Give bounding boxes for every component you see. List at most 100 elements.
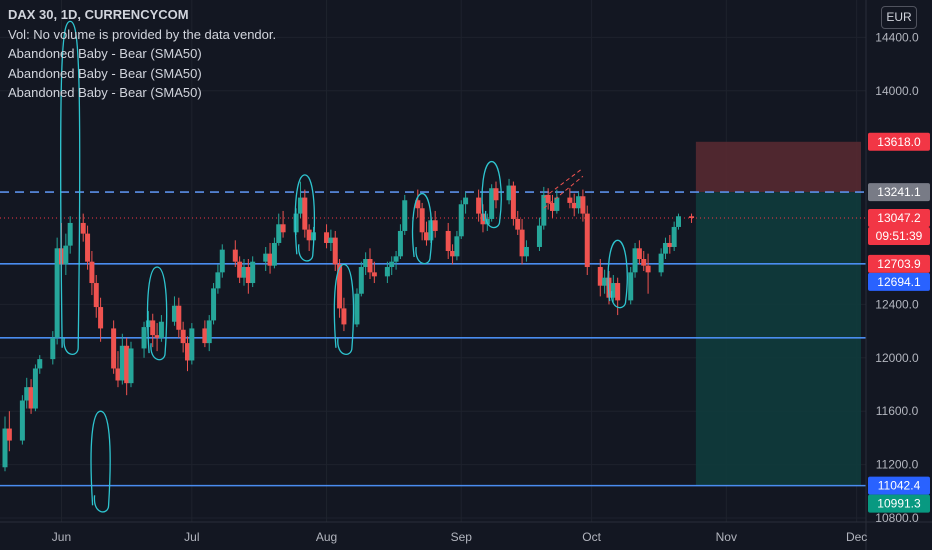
y-tick-label: 11200.0 bbox=[876, 458, 919, 472]
candle bbox=[476, 197, 482, 214]
candle bbox=[180, 329, 186, 344]
symbol-title[interactable]: DAX 30, 1D, CURRENCYCOM bbox=[8, 7, 189, 22]
candle bbox=[219, 249, 225, 273]
currency-button[interactable]: EUR bbox=[881, 6, 917, 29]
candle bbox=[597, 267, 603, 286]
y-tick-label: 10800.0 bbox=[875, 511, 919, 525]
price-label-box bbox=[868, 208, 930, 227]
candle bbox=[523, 246, 529, 257]
candle bbox=[211, 288, 217, 321]
candle bbox=[189, 328, 195, 361]
x-tick-label: Dec bbox=[846, 530, 867, 544]
candle bbox=[354, 293, 360, 325]
candle bbox=[32, 368, 38, 409]
candle bbox=[67, 222, 73, 246]
candle bbox=[280, 224, 286, 233]
candle bbox=[567, 197, 573, 203]
candle bbox=[80, 222, 86, 234]
x-tick-label: Jul bbox=[184, 530, 199, 544]
candle bbox=[85, 233, 91, 262]
drawing-loop bbox=[59, 20, 81, 355]
candle bbox=[384, 267, 390, 277]
candle bbox=[2, 428, 8, 468]
time-axis bbox=[0, 522, 932, 550]
trend-channel-line bbox=[543, 175, 584, 209]
price-label-box bbox=[868, 476, 930, 495]
candle bbox=[445, 230, 451, 251]
trend-channel-line bbox=[543, 167, 584, 198]
candle bbox=[510, 185, 516, 219]
candle bbox=[145, 320, 151, 328]
candle bbox=[324, 232, 330, 243]
x-tick-label: Oct bbox=[582, 530, 601, 544]
indicator-label[interactable]: Abandoned Baby - Bear (SMA50) bbox=[8, 65, 202, 81]
candle bbox=[397, 230, 403, 257]
x-tick-label: Sep bbox=[451, 530, 473, 544]
candle bbox=[571, 202, 577, 209]
candle bbox=[128, 348, 134, 384]
x-tick-label: Jun bbox=[52, 530, 71, 544]
take-profit-zone bbox=[695, 192, 861, 486]
price-label: 13241.1 bbox=[877, 185, 921, 199]
candle bbox=[154, 335, 160, 338]
price-label: 12694.1 bbox=[877, 275, 921, 289]
drawing-loop bbox=[411, 192, 433, 265]
x-tick-label: Aug bbox=[316, 530, 337, 544]
stop-loss-zone bbox=[695, 141, 861, 193]
y-tick-label: 11600.0 bbox=[876, 404, 919, 418]
candle bbox=[632, 248, 638, 273]
candle bbox=[6, 428, 12, 441]
candle bbox=[245, 267, 251, 284]
candle bbox=[363, 258, 369, 268]
candle bbox=[554, 197, 560, 211]
candle bbox=[576, 196, 582, 209]
y-tick-label: 12400.0 bbox=[875, 297, 919, 311]
candle bbox=[415, 200, 421, 209]
candle bbox=[645, 265, 651, 273]
countdown-box bbox=[868, 226, 930, 245]
price-label: 13618.0 bbox=[877, 135, 921, 149]
candle bbox=[419, 208, 425, 233]
candle bbox=[124, 345, 130, 384]
indicator-label[interactable]: Abandoned Baby - Bear (SMA50) bbox=[8, 85, 202, 100]
candle bbox=[111, 328, 117, 369]
candle bbox=[402, 200, 408, 231]
volume-note: Vol: No volume is provided by the data v… bbox=[8, 26, 277, 42]
candle bbox=[580, 196, 586, 214]
candle bbox=[89, 261, 95, 284]
candle bbox=[615, 283, 621, 301]
candle bbox=[341, 308, 347, 325]
candle bbox=[432, 220, 438, 231]
price-label-box bbox=[868, 132, 930, 151]
candle bbox=[454, 236, 460, 257]
candle bbox=[158, 321, 164, 338]
candle bbox=[50, 337, 56, 360]
candle bbox=[519, 229, 525, 257]
candle bbox=[263, 253, 269, 262]
drawing-loop bbox=[90, 410, 111, 513]
candle bbox=[367, 258, 373, 273]
candle bbox=[541, 194, 547, 226]
price-label: 11042.4 bbox=[878, 479, 921, 493]
candle bbox=[93, 283, 99, 308]
candle bbox=[297, 197, 303, 214]
candle bbox=[493, 188, 499, 201]
price-label-box bbox=[868, 494, 930, 513]
drawing-loop bbox=[481, 160, 502, 229]
candle bbox=[662, 242, 668, 254]
candle bbox=[115, 368, 121, 381]
candle bbox=[250, 261, 256, 284]
candle bbox=[358, 267, 364, 294]
candle bbox=[671, 226, 677, 247]
price-label-box bbox=[868, 254, 930, 273]
candle bbox=[215, 272, 221, 289]
drawing-loop bbox=[333, 263, 355, 355]
candle bbox=[332, 237, 338, 265]
indicator-label[interactable]: Abandoned Baby - Bear (SMA50) bbox=[8, 46, 202, 61]
candle bbox=[237, 261, 243, 278]
candle bbox=[293, 213, 299, 233]
price-label: 10991.3 bbox=[877, 497, 921, 511]
x-tick-label: Nov bbox=[716, 530, 737, 544]
candle bbox=[393, 256, 399, 262]
